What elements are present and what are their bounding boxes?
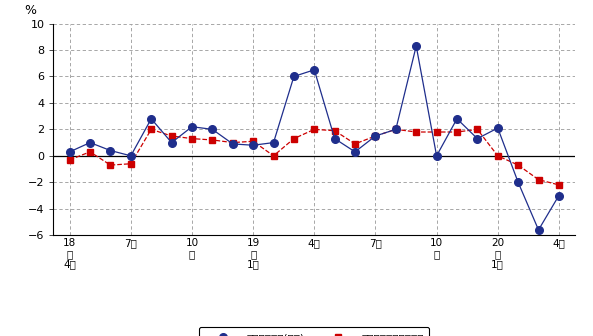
現金給与総額(名目) [535,228,542,232]
現金給与総額(名目) [250,143,257,147]
Text: %: % [25,4,37,17]
現金給与総額(名目) [127,154,135,158]
現金給与総額(名目) [229,142,236,146]
Line: きまって支給する給与: きまって支給する給与 [66,126,562,188]
きまって支給する給与 [250,139,257,143]
現金給与総額(名目) [372,134,379,138]
現金給与総額(名目) [270,140,277,144]
Legend: 現金給与総額(名目), きまって支給する給与: 現金給与総額(名目), きまって支給する給与 [199,327,429,336]
きまって支給する給与 [107,163,114,167]
きまって支給する給与 [66,158,73,162]
きまって支給する給与 [372,134,379,138]
現金給与総額(名目) [555,194,562,198]
現金給与総額(名目) [189,125,196,129]
現金給与総額(名目) [454,117,461,121]
現金給与総額(名目) [494,126,501,130]
きまって支給する給与 [454,130,461,134]
きまって支給する給与 [189,137,196,141]
きまって支給する給与 [331,129,338,133]
現金給与総額(名目) [515,180,522,184]
現金給与総額(名目) [413,44,420,48]
きまって支給する給与 [474,127,481,131]
きまって支給する給与 [413,130,420,134]
現金給与総額(名目) [291,75,298,79]
現金給与総額(名目) [148,117,155,121]
きまって支給する給与 [291,137,298,141]
きまって支給する給与 [87,150,94,154]
きまって支給する給与 [535,178,542,182]
現金給与総額(名目) [331,137,338,141]
Line: 現金給与総額(名目): 現金給与総額(名目) [66,42,563,234]
きまって支給する給与 [393,127,400,131]
きまって支給する給与 [168,134,175,138]
きまって支給する給与 [515,163,522,167]
きまって支給する給与 [209,138,216,142]
現金給与総額(名目) [66,150,73,154]
現金給与総額(名目) [474,137,481,141]
現金給与総額(名目) [393,127,400,131]
きまって支給する給与 [352,142,359,146]
現金給与総額(名目) [168,140,175,144]
現金給与総額(名目) [87,140,94,144]
きまって支給する給与 [555,183,562,187]
きまって支給する給与 [311,127,318,131]
きまって支給する給与 [270,154,277,158]
きまって支給する給与 [433,130,440,134]
きまって支給する給与 [229,140,236,144]
きまって支給する給与 [494,154,501,158]
現金給与総額(名目) [209,127,216,131]
現金給与総額(名目) [311,68,318,72]
現金給与総額(名目) [433,154,440,158]
現金給与総額(名目) [352,150,359,154]
きまって支給する給与 [148,127,155,131]
現金給与総額(名目) [107,149,114,153]
きまって支給する給与 [127,162,135,166]
